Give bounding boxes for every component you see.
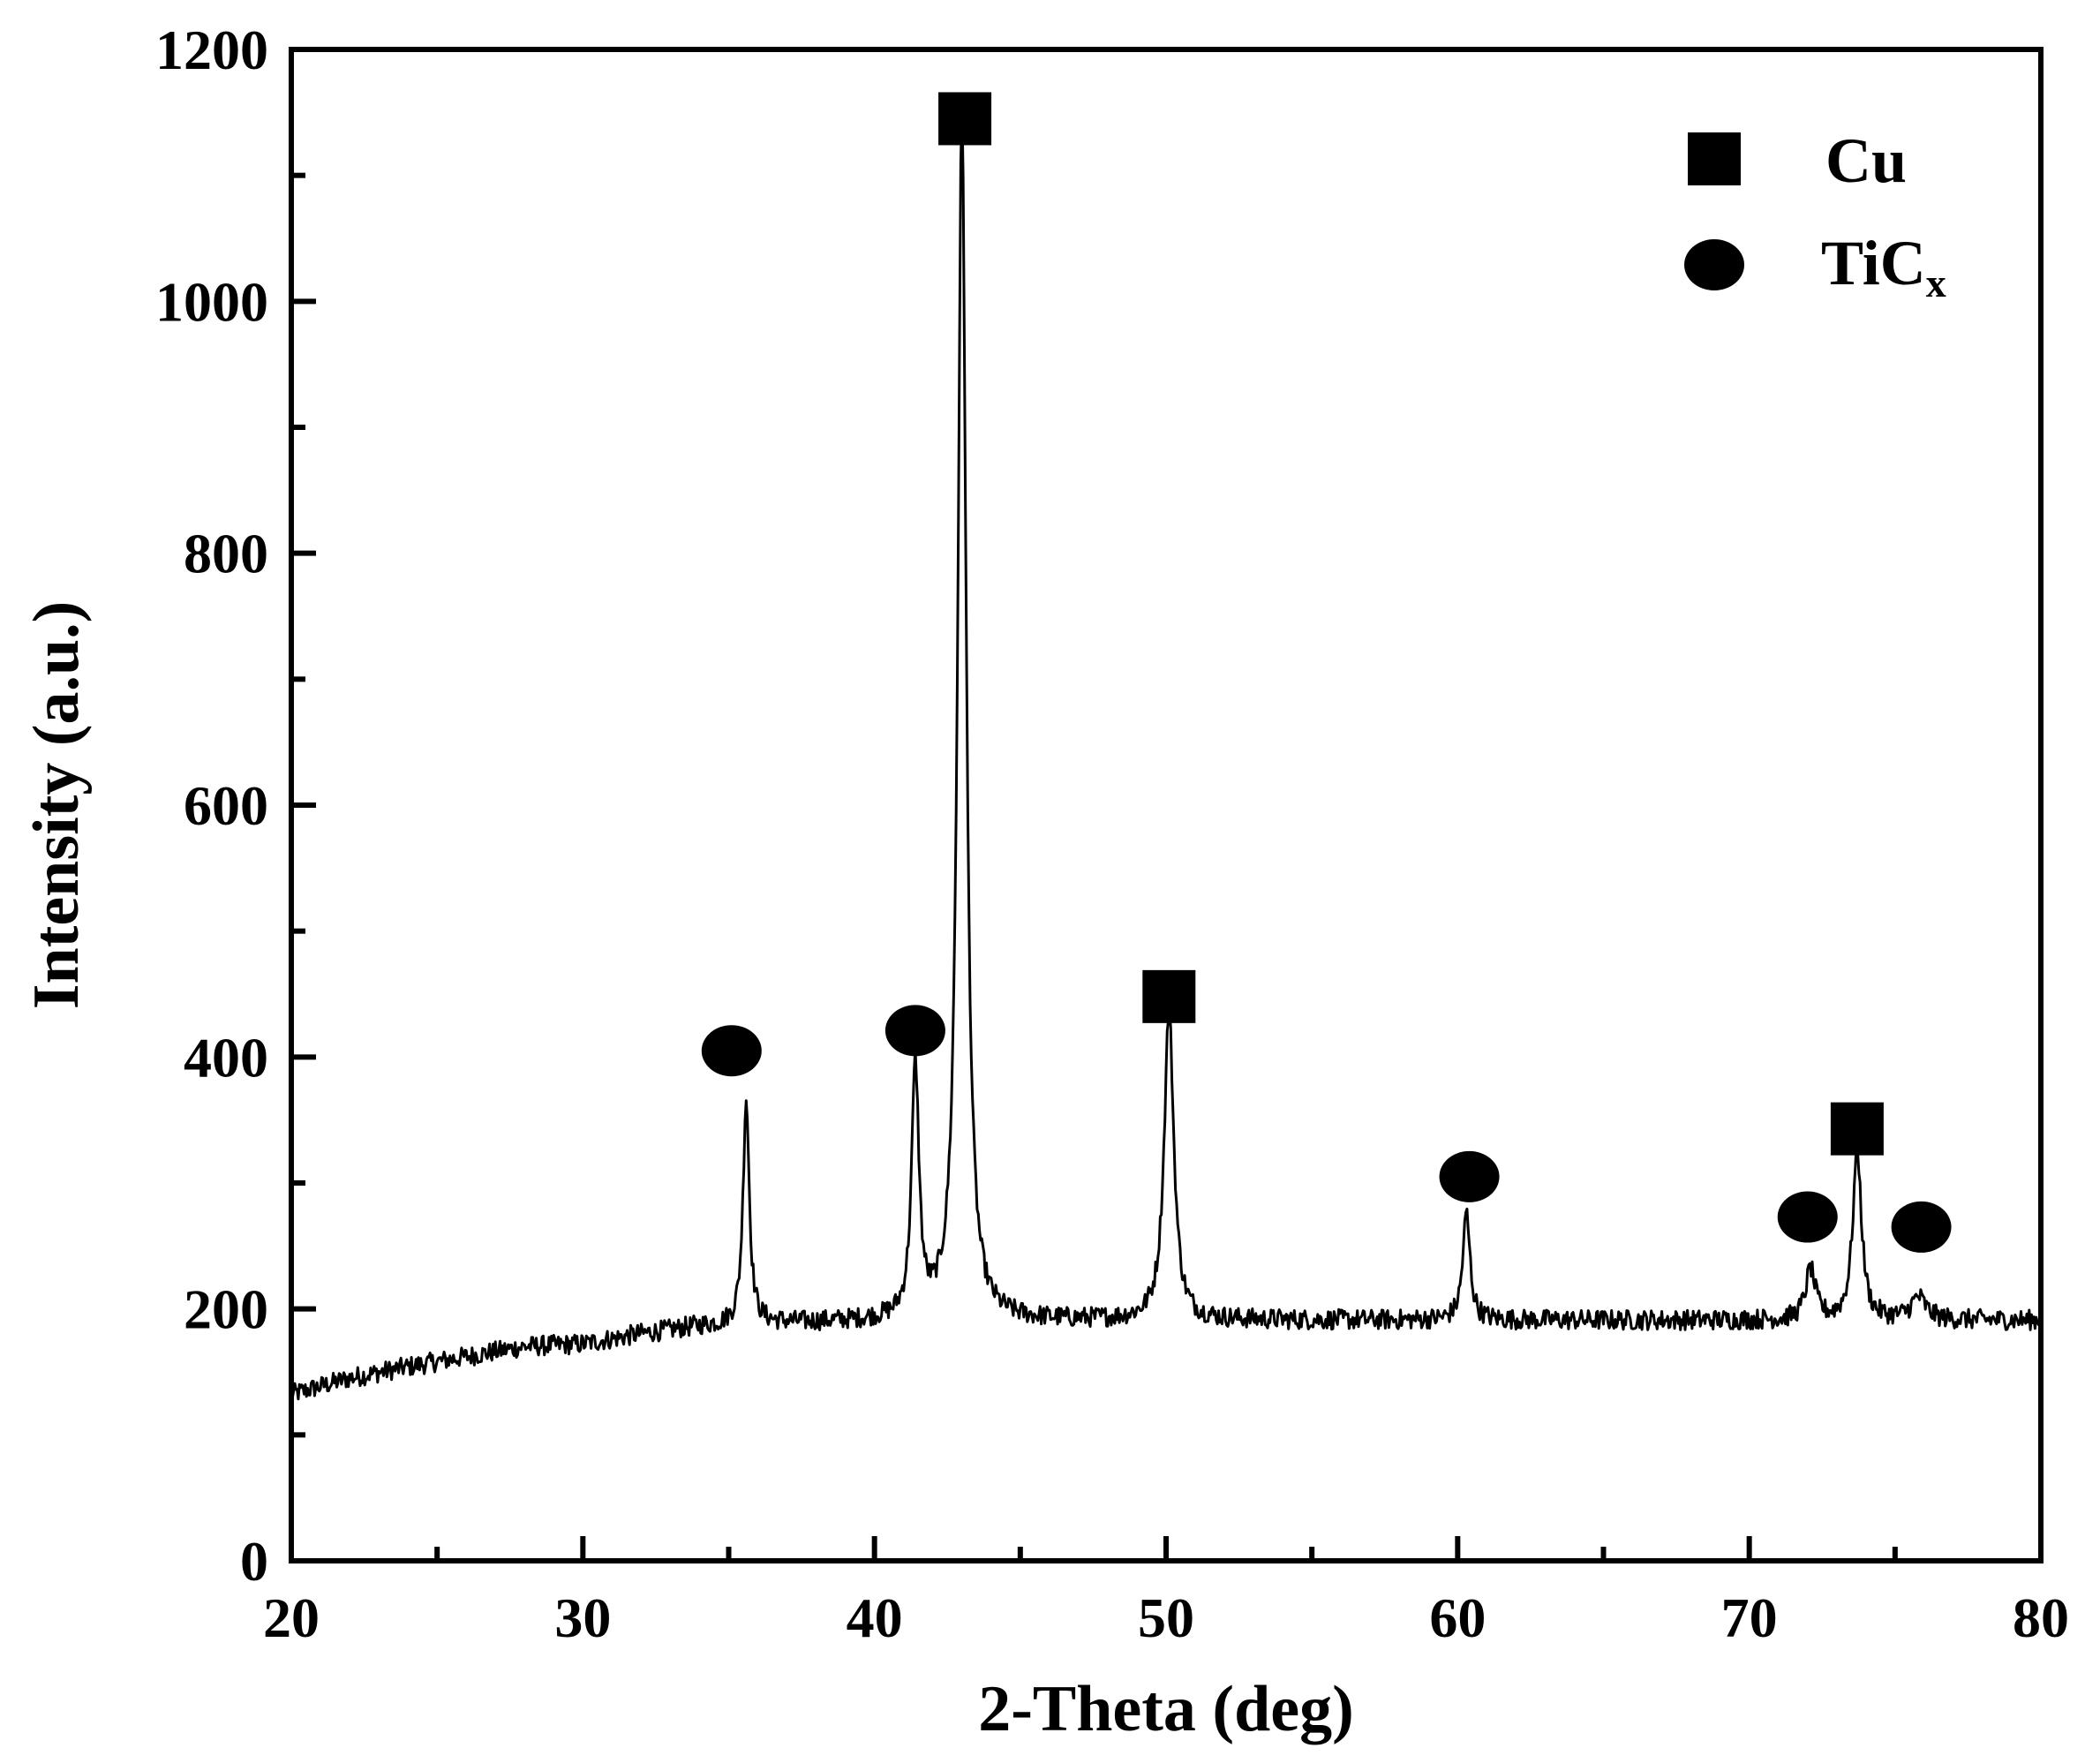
cu-peak-marker xyxy=(938,92,992,146)
x-axis-title: 2-Theta (deg) xyxy=(978,1673,1353,1745)
x-tick-label: 70 xyxy=(1721,1586,1778,1649)
ticx-peak-marker xyxy=(1439,1150,1500,1202)
x-tick-label: 60 xyxy=(1429,1586,1486,1649)
peak-markers xyxy=(701,92,1952,1253)
plot-frame xyxy=(289,47,2044,1563)
legend-label-ticx-subscript: x xyxy=(1926,260,1946,305)
cu-peak-marker xyxy=(1830,1102,1884,1156)
cu-peak-marker xyxy=(1142,969,1196,1023)
x-tick-label: 40 xyxy=(847,1586,903,1649)
legend-label-cu: Cu xyxy=(1825,125,1907,196)
x-tick-label: 20 xyxy=(263,1586,320,1649)
ticx-peak-marker xyxy=(1891,1201,1952,1253)
legend-label-ticx-main: TiC xyxy=(1821,228,1926,298)
diffraction-trace xyxy=(290,103,2043,1401)
x-tick-label: 80 xyxy=(2013,1586,2069,1649)
ticx-peak-marker xyxy=(1777,1191,1838,1243)
y-tick-label: 800 xyxy=(184,523,268,585)
legend-ellipse-marker xyxy=(1684,239,1744,290)
y-tick-label: 600 xyxy=(184,774,268,837)
y-tick-label: 1000 xyxy=(155,270,268,333)
ticx-peak-marker xyxy=(701,1025,762,1077)
ticx-peak-marker xyxy=(884,1005,945,1057)
y-axis-title: Intensity (a.u.) xyxy=(20,601,93,1010)
y-tick-label: 0 xyxy=(240,1530,268,1593)
y-tick-label: 400 xyxy=(184,1026,268,1089)
legend-label-ticx: TiCx xyxy=(1821,228,1946,305)
legend-square-marker xyxy=(1688,132,1741,185)
x-tick-label: 50 xyxy=(1138,1586,1194,1649)
x-tick-label: 30 xyxy=(554,1586,611,1649)
legend: Cu TiCx xyxy=(1684,125,1946,305)
y-tick-label: 1200 xyxy=(155,19,268,81)
y-tick-label: 200 xyxy=(184,1278,268,1341)
